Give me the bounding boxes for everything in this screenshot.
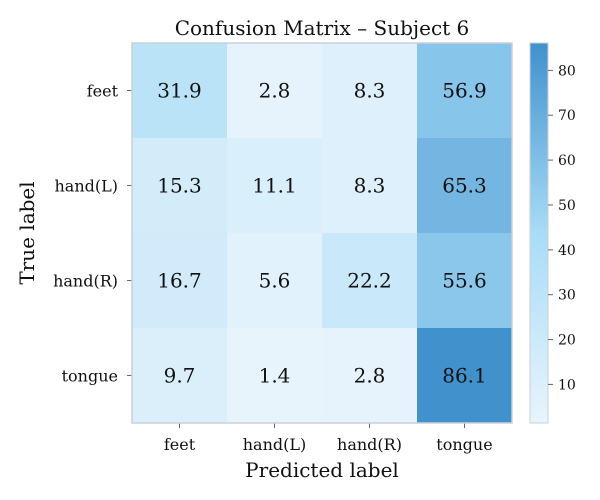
colorbar-tick-label: 80 <box>558 63 576 79</box>
cell-value-label: 5.6 <box>259 269 291 293</box>
y-axis-label: True label <box>15 181 39 284</box>
colorbar-tick-label: 70 <box>558 108 576 124</box>
heatmap-cell <box>227 138 323 234</box>
cell-value-label: 8.3 <box>354 174 386 198</box>
cell-value-label: 22.2 <box>347 269 392 293</box>
heatmap-cell <box>322 138 418 234</box>
cell-value-label: 2.8 <box>354 364 386 388</box>
colorbar-tick-label: 50 <box>558 198 576 214</box>
heatmap-cell <box>132 328 228 424</box>
heatmap-cell <box>417 328 513 424</box>
cell-value-label: 55.6 <box>442 269 487 293</box>
heatmap-cell <box>322 43 418 139</box>
cell-value-label: 1.4 <box>259 364 291 388</box>
y-tick-label: hand(L) <box>55 177 119 196</box>
x-axis-label: Predicted label <box>245 458 399 482</box>
heatmap-cell <box>132 43 228 139</box>
plot-frame <box>131 42 513 424</box>
heatmap-cell <box>417 138 513 234</box>
colorbar-tick-label: 10 <box>558 377 576 393</box>
heatmap-cell <box>132 138 228 234</box>
cell-value-label: 9.7 <box>164 364 196 388</box>
chart-title: Confusion Matrix – Subject 6 <box>175 16 470 40</box>
colorbar-ticks: 10 20 30 40 50 60 70 80 <box>548 63 576 393</box>
cell-value-label: 65.3 <box>442 174 487 198</box>
cell-value-label: 2.8 <box>259 79 291 103</box>
y-tick-label: hand(R) <box>53 272 118 291</box>
heatmap-cell <box>132 233 228 329</box>
heatmap-cells <box>132 43 513 424</box>
colorbar-tick-label: 20 <box>558 333 576 349</box>
x-tick-label: hand(R) <box>337 435 402 454</box>
cell-value-label: 8.3 <box>354 79 386 103</box>
x-tick-label: feet <box>164 435 196 454</box>
cell-value-label: 31.9 <box>157 79 202 103</box>
y-tick-labels: feet hand(L) hand(R) tongue <box>53 82 132 386</box>
colorbar-tick-label: 60 <box>558 153 576 169</box>
heatmap-cell <box>322 233 418 329</box>
cell-value-labels: 31.9 2.8 8.3 56.9 15.3 11.1 8.3 65.3 16.7 5.6 22.2… <box>157 79 487 388</box>
heatmap-cell <box>417 233 513 329</box>
colorbar-tick-label: 40 <box>558 243 576 259</box>
x-tick-label: hand(L) <box>243 435 307 454</box>
heatmap-cell <box>227 233 323 329</box>
cell-value-label: 16.7 <box>157 269 202 293</box>
y-tick-label: feet <box>87 82 119 101</box>
colorbar-tick-label: 30 <box>558 288 576 304</box>
heatmap-cell <box>227 328 323 424</box>
cell-value-label: 11.1 <box>252 174 297 198</box>
cell-value-label: 56.9 <box>442 79 487 103</box>
cell-value-label: 15.3 <box>157 174 202 198</box>
heatmap-cell <box>417 43 513 139</box>
cell-value-label: 86.1 <box>442 364 487 388</box>
x-tick-label: tongue <box>436 435 492 454</box>
x-tick-labels: feet hand(L) hand(R) tongue <box>164 423 493 454</box>
heatmap-cell <box>227 43 323 139</box>
heatmap-cell <box>322 328 418 424</box>
colorbar <box>529 42 549 424</box>
y-tick-label: tongue <box>62 367 118 386</box>
